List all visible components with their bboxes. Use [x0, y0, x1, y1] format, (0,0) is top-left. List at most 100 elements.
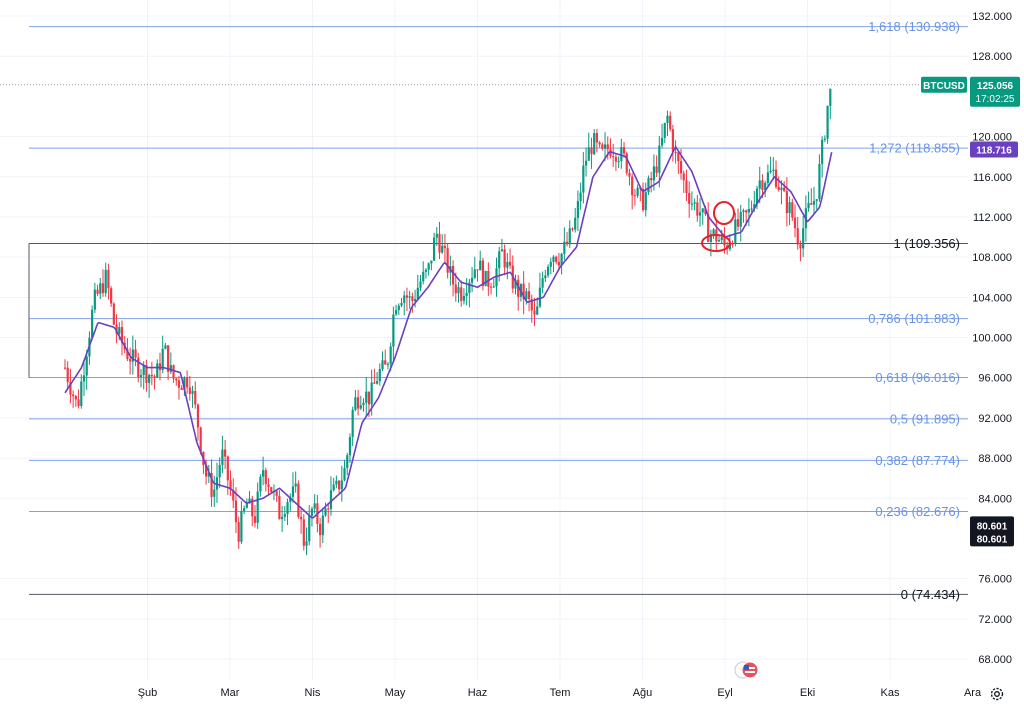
candle	[688, 181, 691, 218]
x-tick-label: Ağu	[633, 687, 653, 699]
candle	[281, 505, 284, 532]
crosshair-price-badge	[970, 516, 1014, 547]
candle	[221, 435, 224, 474]
candle	[609, 138, 612, 159]
y-tick-label: 84.000	[978, 493, 1012, 505]
candle	[354, 389, 357, 412]
candle	[134, 339, 137, 367]
candle	[283, 505, 286, 522]
candle	[343, 459, 346, 482]
fib-label-1,618: 1,618 (130.938)	[868, 19, 960, 34]
candle	[335, 475, 338, 489]
candle	[302, 514, 305, 551]
candle	[297, 480, 300, 519]
candle	[462, 288, 466, 305]
candle	[693, 198, 696, 211]
candle	[731, 240, 734, 248]
candle	[481, 257, 485, 291]
candle	[473, 256, 476, 280]
candle	[167, 345, 170, 380]
candle	[451, 260, 455, 297]
candle	[419, 275, 422, 292]
candle	[327, 502, 330, 523]
candle	[823, 135, 826, 143]
y-tick-label: 116.000	[973, 172, 1012, 184]
candle	[365, 377, 368, 416]
candle	[416, 274, 419, 301]
candle	[234, 487, 238, 534]
candle	[476, 269, 479, 282]
candle	[620, 138, 623, 169]
candle	[305, 527, 308, 556]
crosshair-price-text: 80.601	[977, 521, 1008, 532]
candle	[270, 486, 273, 493]
candle	[253, 505, 257, 528]
candle	[394, 304, 398, 316]
candle	[769, 156, 772, 174]
candle	[465, 278, 468, 306]
candle	[77, 389, 80, 409]
price-axis[interactable]: 132.000 128.000 120.000 116.000 112.000 108.0…	[968, 0, 1024, 681]
fibonacci-levels[interactable]	[0, 26, 968, 595]
candle	[441, 234, 444, 254]
x-tick-label: Eki	[800, 687, 815, 699]
candle	[582, 151, 585, 204]
y-tick-label: 88.000	[978, 453, 1012, 465]
last-price-badge: BTCUSD 125.056 17:02:25	[921, 76, 1020, 107]
candle	[180, 385, 183, 391]
fibonacci-labels: 1,618 (130.938) 1,272 (118.855) 1 (109.356…	[868, 19, 960, 602]
ma-price-text: 118.716	[976, 145, 1012, 156]
candle	[576, 190, 580, 232]
candle	[601, 142, 604, 151]
candle	[674, 140, 677, 164]
y-tick-label: 112.000	[973, 212, 1012, 224]
candle	[791, 198, 794, 221]
candle	[289, 493, 292, 512]
candle	[318, 517, 322, 548]
candle	[712, 228, 715, 239]
candle	[145, 359, 148, 392]
candle	[593, 129, 596, 156]
candle	[622, 141, 626, 158]
x-tick-label: Haz	[468, 687, 488, 699]
x-tick-label: Eyl	[717, 687, 732, 699]
candle	[386, 361, 390, 370]
candle	[574, 208, 577, 233]
y-tick-label: 128.000	[972, 51, 1012, 63]
candle	[821, 136, 824, 178]
candle	[218, 457, 221, 488]
candle	[633, 189, 637, 206]
candle	[579, 182, 582, 210]
crosshair-price-text-2: 80.601	[977, 534, 1008, 545]
candle	[210, 459, 213, 507]
candle	[685, 169, 688, 202]
candle	[617, 156, 620, 168]
candle	[777, 176, 780, 192]
candle	[655, 155, 658, 177]
candle	[810, 188, 813, 206]
candle	[93, 282, 96, 314]
candle	[650, 171, 653, 193]
y-tick-label: 104.000	[972, 292, 1012, 304]
candle	[262, 456, 265, 486]
economic-events-icon[interactable]	[734, 661, 759, 679]
candle	[188, 375, 191, 401]
candle	[256, 482, 259, 529]
candle	[772, 157, 775, 180]
candle	[422, 261, 425, 285]
candle	[443, 233, 447, 263]
candle	[555, 255, 558, 265]
candle	[758, 166, 761, 204]
candle	[709, 229, 712, 257]
candle	[107, 263, 110, 300]
candle	[663, 122, 666, 144]
x-tick-label: Ara	[964, 687, 982, 699]
candle	[560, 252, 563, 275]
gear-icon[interactable]	[990, 687, 1004, 701]
candle	[373, 368, 376, 384]
time-axis[interactable]: Şub Mar Nis May Haz Tem Ağu Eyl Eki Kas Ara	[138, 687, 982, 699]
candle	[736, 208, 740, 231]
candle	[829, 88, 832, 120]
candle	[400, 298, 403, 308]
